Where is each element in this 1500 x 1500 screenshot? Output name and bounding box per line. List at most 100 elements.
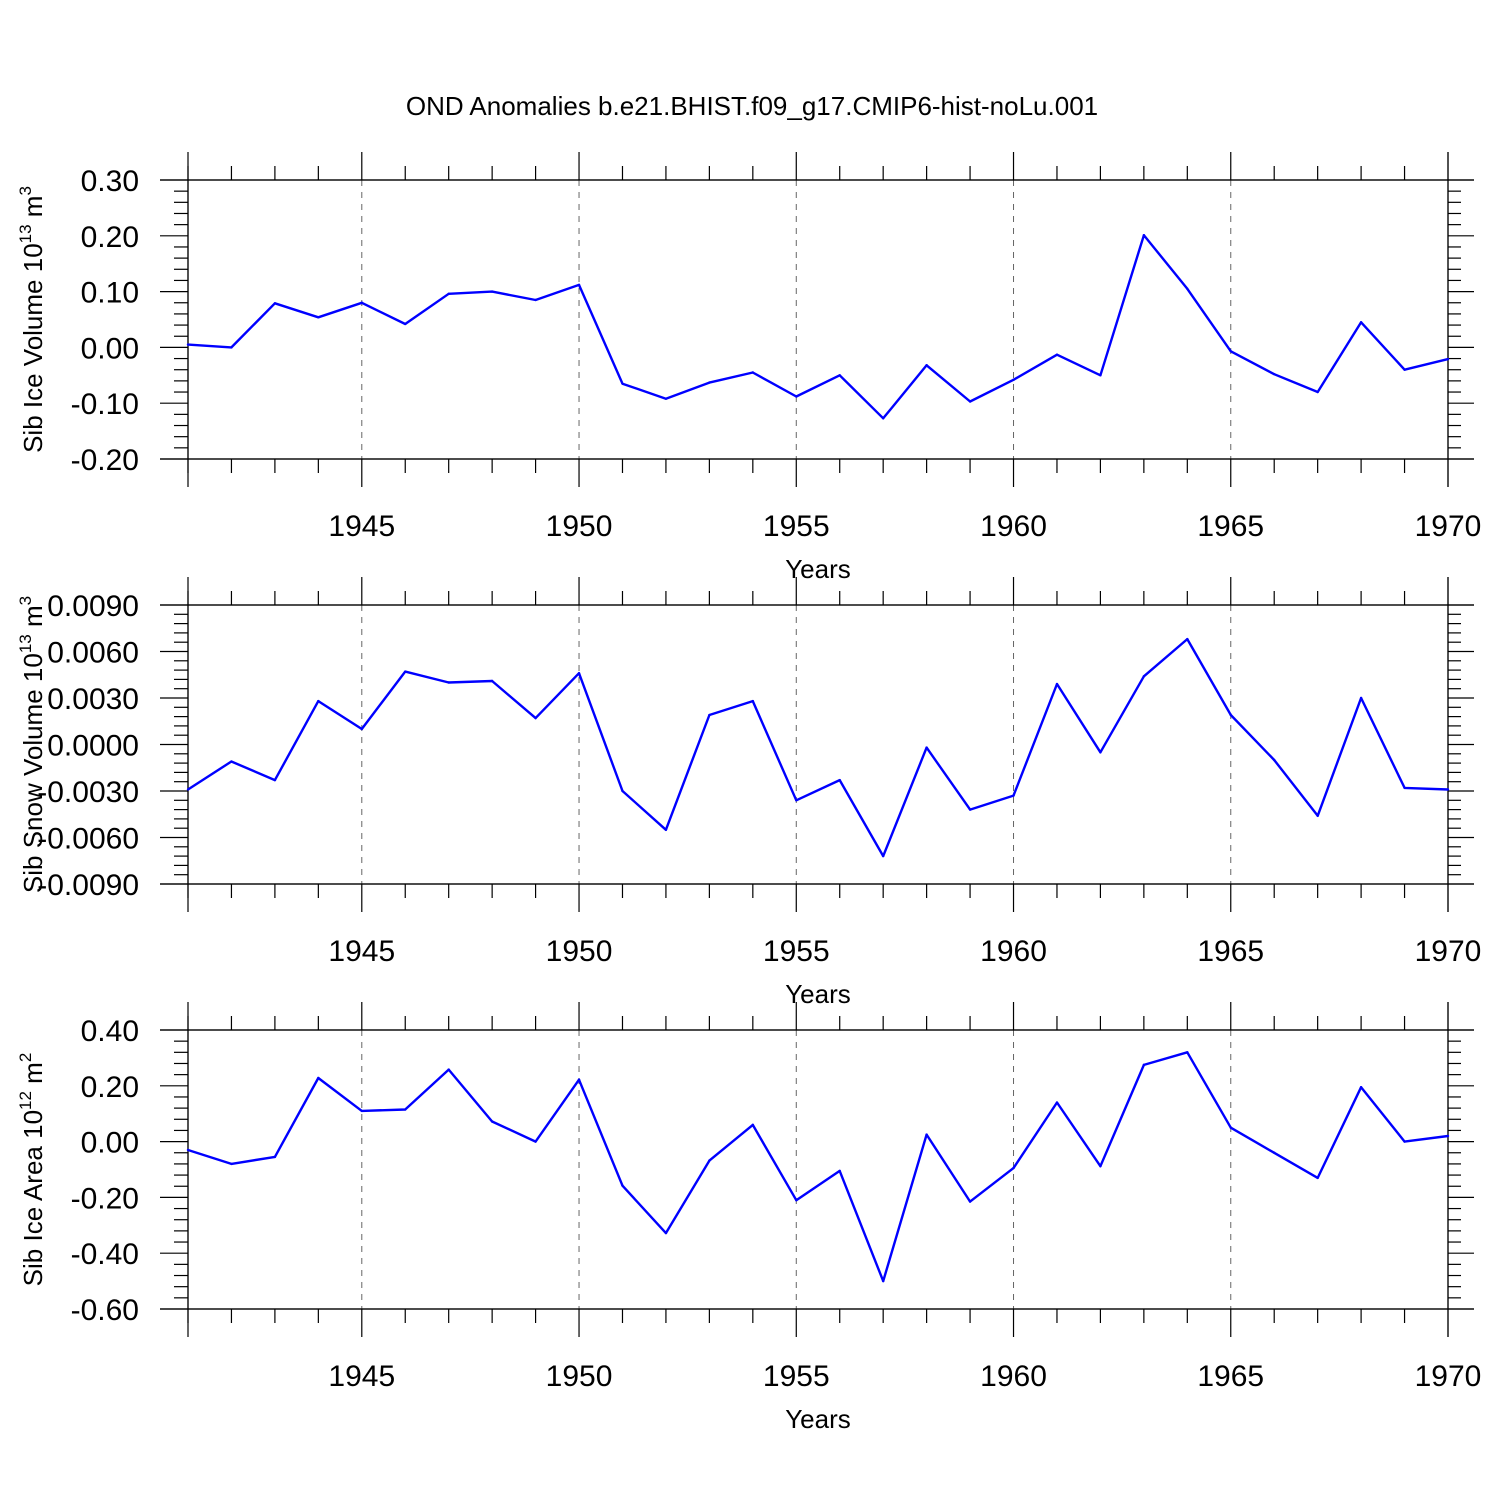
x-tick-label: 1945 [328, 935, 395, 968]
x-axis-title: Years [785, 979, 851, 1009]
y-axis-title-exponent: 13 [16, 634, 35, 653]
data-point [708, 713, 711, 717]
y-tick-label: 0.30 [81, 165, 139, 198]
data-point [1359, 696, 1363, 700]
y-axis-title-unit-exponent: 2 [16, 1053, 35, 1062]
x-tick-label: 1965 [1197, 1360, 1264, 1393]
series-line [187, 1051, 1449, 1283]
series-line [187, 637, 1449, 858]
x-tick-label: 1955 [763, 1360, 830, 1393]
data-point [317, 316, 320, 319]
data-point [881, 417, 885, 420]
data-point [1316, 1176, 1319, 1180]
data-point [186, 788, 190, 791]
data-point [230, 760, 233, 763]
data-point [186, 343, 190, 346]
data-point [881, 854, 885, 858]
data-point [795, 799, 798, 802]
y-tick-label: 0.00 [81, 332, 139, 365]
y-axis-title-unit: m [18, 196, 48, 225]
y-axis-title-unit: m [18, 1062, 48, 1091]
x-tick-label: 1955 [763, 510, 830, 543]
y-axis-title-exponent: 13 [16, 224, 35, 243]
y-tick-label: 0.00 [81, 1127, 139, 1160]
data-point [273, 1155, 277, 1159]
data-point [534, 298, 537, 302]
chart-panels: -0.20 -0.10 0.00 0.10 0.20 0.30 1945 1950 1955 19… [16, 152, 1481, 1434]
data-point [317, 1076, 320, 1080]
y-tick-label: 0.10 [81, 277, 139, 310]
data-point [838, 1169, 841, 1173]
y-tick-label: -0.20 [71, 444, 139, 477]
data-point [795, 395, 798, 398]
x-tick-label: 1960 [980, 510, 1047, 543]
data-point [230, 1162, 233, 1166]
x-tick-label: 1950 [546, 510, 613, 543]
data-point [1273, 1151, 1276, 1154]
y-axis-title-text: Sib Ice Area 10 [18, 1110, 48, 1286]
data-point [1446, 788, 1450, 791]
data-point [1316, 814, 1319, 817]
data-point [1229, 1126, 1232, 1129]
x-tick-label: 1955 [763, 935, 830, 968]
data-point [1359, 321, 1363, 324]
y-tick-label: 0.40 [81, 1015, 139, 1048]
data-point [925, 746, 928, 749]
data-point [664, 828, 668, 831]
data-point [751, 1123, 755, 1127]
data-point [1142, 1063, 1146, 1067]
y-tick-label: -0.40 [71, 1238, 139, 1271]
data-point [1229, 350, 1232, 353]
y-axis-title: Sib Ice Volume 1013 m3 [16, 186, 48, 453]
data-point [621, 789, 624, 793]
y-tick-label: 0.20 [81, 1071, 139, 1104]
y-tick-label: 0.20 [81, 221, 139, 254]
x-tick-label: 1960 [980, 935, 1047, 968]
data-point [1446, 357, 1450, 361]
x-tick-label: 1970 [1415, 1360, 1482, 1393]
data-point [621, 1184, 624, 1187]
data-point [1186, 1051, 1189, 1054]
y-axis-title-text: Sib Snow Volume 10 [18, 653, 48, 893]
y-tick-label: -0.0060 [37, 823, 139, 856]
y-axis-title-unit-exponent: 3 [16, 186, 35, 195]
data-point [1099, 1164, 1102, 1168]
data-point [838, 374, 841, 377]
data-point [968, 1200, 972, 1203]
data-point [1055, 682, 1059, 686]
data-point [404, 670, 407, 673]
y-tick-label: 0.0090 [47, 590, 139, 623]
y-tick-label: 0.0030 [47, 683, 139, 716]
data-point [360, 727, 363, 731]
y-axis-title-unit-exponent: 3 [16, 596, 35, 605]
data-point [447, 292, 450, 296]
data-point [273, 778, 277, 782]
chart-panel-2: -0.0090 -0.0060 -0.0030 0.0000 0.0030 0.0060 0… [16, 577, 1481, 1009]
data-point [1012, 1166, 1015, 1170]
y-axis-title: Sib Ice Area 1012 m2 [16, 1053, 48, 1287]
data-point [534, 716, 537, 720]
y-axis-title: Sib Snow Volume 1013 m3 [16, 596, 48, 893]
data-point [1012, 378, 1015, 381]
data-point [577, 1078, 581, 1081]
data-point [534, 1140, 537, 1143]
x-axis-title: Years [785, 554, 851, 584]
data-point [317, 699, 320, 703]
y-tick-label: -0.60 [71, 1294, 139, 1327]
data-point [925, 1133, 928, 1136]
data-point [621, 382, 624, 385]
data-point [360, 301, 363, 304]
data-point [968, 400, 972, 403]
data-point [447, 1068, 450, 1071]
x-tick-label: 1950 [546, 1360, 613, 1393]
chart-panel-1: -0.20 -0.10 0.00 0.10 0.20 0.30 1945 1950 1955 19… [16, 152, 1481, 584]
data-point [1099, 751, 1102, 754]
data-point [1273, 758, 1276, 762]
data-point [1142, 675, 1146, 678]
x-tick-label: 1950 [546, 935, 613, 968]
data-point [1142, 234, 1146, 237]
y-tick-label: -0.0030 [37, 776, 139, 809]
y-axis-title-exponent: 12 [16, 1091, 35, 1110]
data-point [664, 1231, 668, 1235]
data-point [577, 672, 581, 675]
